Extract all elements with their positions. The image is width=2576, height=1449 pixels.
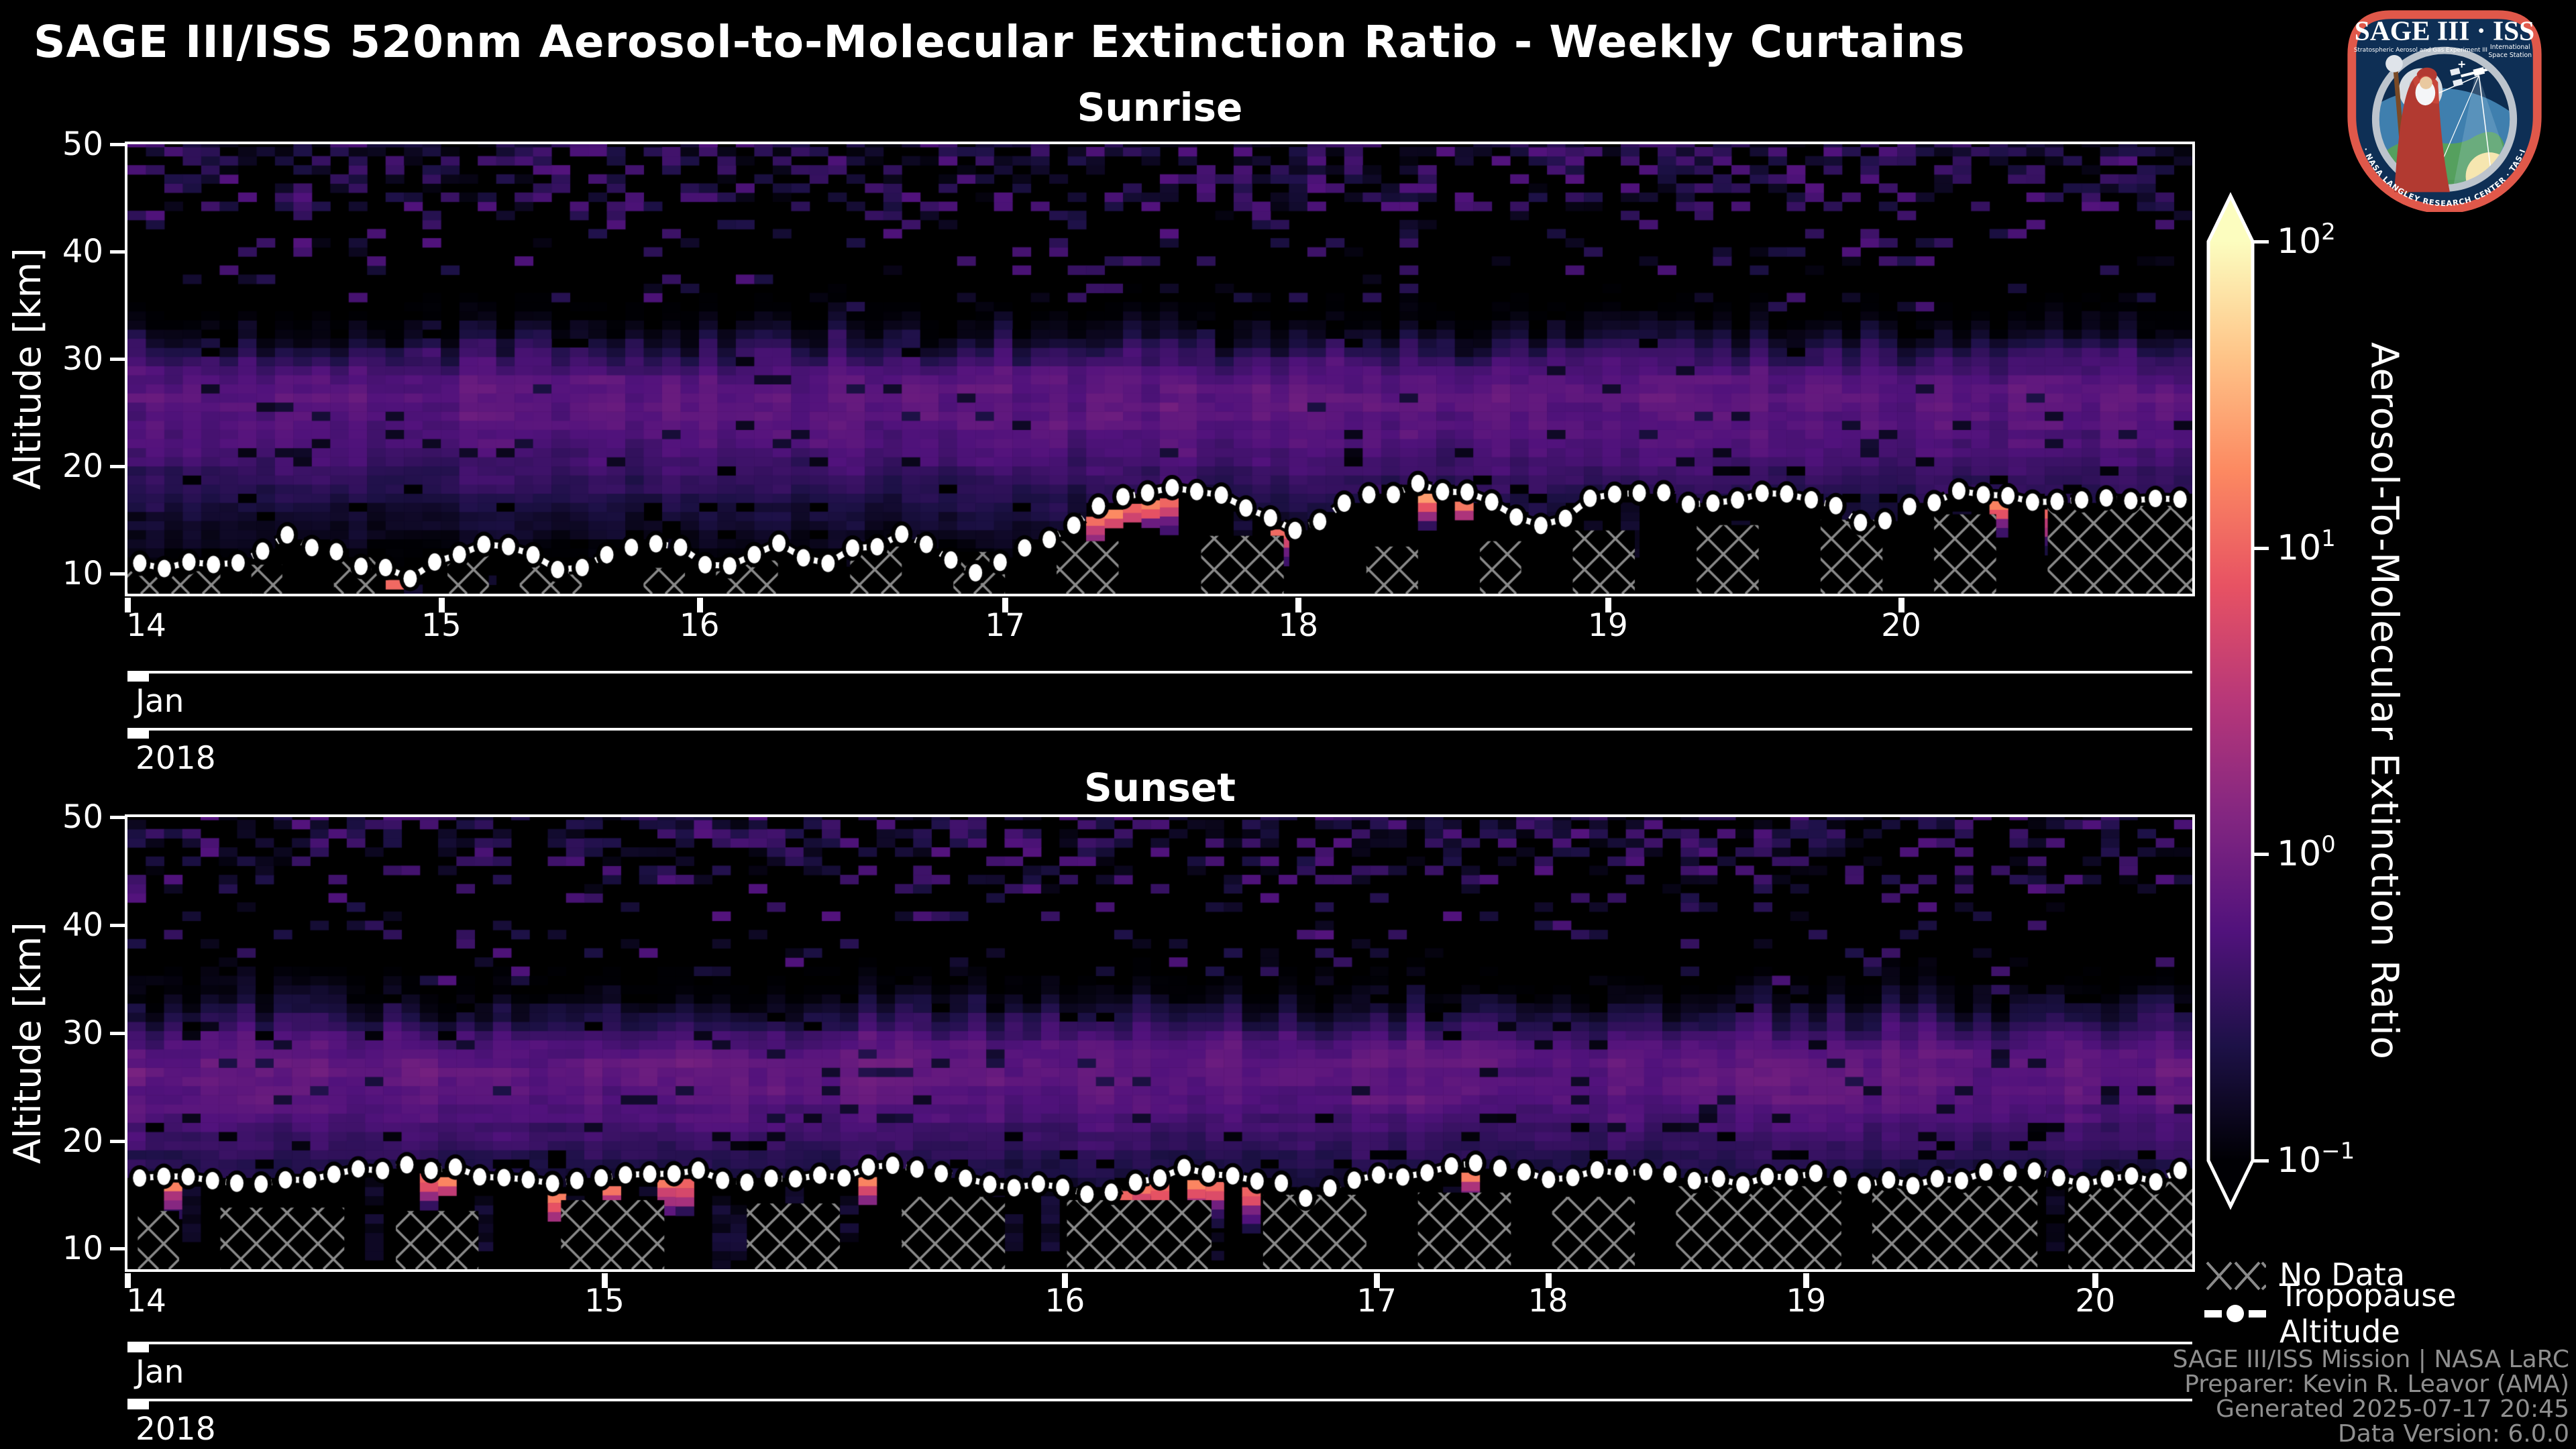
attribution-version: Data Version: 6.0.0 [2338, 1420, 2569, 1448]
y-tick-mark [110, 1139, 125, 1143]
colorbar-gradient-arrow [2206, 192, 2255, 1210]
y-tick-label: 50 [62, 125, 103, 163]
y-tick-label: 10 [62, 554, 103, 592]
y-tick-mark [110, 923, 125, 927]
x-tick-label: 20 [1881, 607, 1921, 644]
attribution-mission: SAGE III/ISS Mission | NASA LaRC [2172, 1346, 2569, 1373]
year-axis-line [127, 728, 2192, 731]
patch-right-subtitle-2: Space Station [2488, 52, 2532, 59]
x-tick-mark [602, 1273, 608, 1288]
no-data-legend-label: No Data [2279, 1256, 2406, 1293]
colorbar-tick-mark [2253, 1159, 2269, 1163]
sunset-heatmap-canvas [127, 817, 2192, 1269]
colorbar-axis-label: Aerosol-To-Molecular Extinction Ratio [2362, 342, 2406, 1060]
month-axis-tick [127, 1344, 149, 1352]
y-tick-label: 20 [62, 1122, 103, 1160]
y-tick-label: 30 [62, 339, 103, 378]
year-axis-line [127, 1399, 2192, 1401]
x-tick-label: 17 [1356, 1283, 1397, 1320]
colorbar-tick-label: 101 [2277, 525, 2336, 568]
ray-to-earth [2437, 75, 2479, 172]
y-tick-mark [110, 143, 125, 146]
colorbar-tick-mark [2253, 853, 2269, 857]
sunrise-heatmap-canvas [127, 144, 2192, 594]
y-tick-label: 20 [62, 447, 103, 485]
colorbar-tick-label: 10−1 [2277, 1138, 2355, 1181]
x-tick-label: 18 [1278, 607, 1319, 644]
y-tick-label: 30 [62, 1014, 103, 1052]
y-tick-mark [110, 464, 125, 468]
x-tick-label: 16 [679, 607, 720, 644]
patch-right-subtitle-1: International [2490, 44, 2530, 51]
x-tick-mark [438, 598, 445, 612]
x-tick-mark [1295, 598, 1302, 612]
x-tick-mark [696, 598, 703, 612]
attribution-preparer: Preparer: Kevin R. Leavor (AMA) [2184, 1371, 2569, 1398]
month-axis-line [127, 1342, 2192, 1344]
year-axis-label: 2018 [136, 740, 216, 777]
x-tick-mark [1605, 598, 1611, 612]
sunset-panel-title: Sunset [1084, 765, 1236, 810]
ray-to-sun [2478, 75, 2491, 171]
colorbar-tick-mark [2253, 546, 2269, 550]
attribution-block: SAGE III/ISS Mission | NASA LaRC Prepare… [2173, 1347, 2569, 1446]
y-tick-label: 40 [62, 232, 103, 270]
x-tick-label: 19 [1786, 1283, 1827, 1320]
x-tick-label: 15 [421, 607, 462, 644]
year-axis-label: 2018 [136, 1411, 216, 1448]
x-tick-label: 16 [1044, 1283, 1085, 1320]
x-tick-label: 17 [985, 607, 1026, 644]
wizard-figure [2385, 55, 2450, 194]
sunrise-panel-title: Sunrise [1077, 85, 1243, 130]
x-tick-label: 14 [126, 607, 166, 644]
x-tick-mark [1062, 1273, 1069, 1288]
month-axis-label: Jan [136, 1354, 184, 1391]
y-tick-mark [110, 816, 125, 819]
colorbar [2206, 192, 2255, 1210]
y-tick-mark [110, 1031, 125, 1035]
x-tick-label: 14 [126, 1283, 166, 1320]
attribution-generated: Generated 2025-07-17 20:45 [2216, 1395, 2569, 1423]
page-title: SAGE III/ISS 520nm Aerosol-to-Molecular … [34, 16, 1966, 68]
y-tick-mark [110, 250, 125, 254]
x-tick-label: 15 [584, 1283, 625, 1320]
x-tick-mark [1803, 1273, 1810, 1288]
colorbar-tick-label: 100 [2277, 831, 2336, 875]
patch-left-subtitle: Stratospheric Aerosol and Gas Experiment… [2354, 47, 2487, 54]
y-tick-label: 10 [62, 1230, 103, 1268]
year-axis-tick [127, 731, 149, 739]
y-tick-mark [110, 357, 125, 361]
patch-mission-name: SAGE III · ISS [2355, 15, 2534, 46]
x-tick-mark [1002, 598, 1009, 612]
month-axis-line [127, 671, 2192, 674]
x-tick-mark [1374, 1273, 1381, 1288]
tropopause-legend-label: Tropopause Altitude [2279, 1277, 2457, 1350]
x-tick-label: 20 [2075, 1283, 2116, 1320]
no-data-swatch [2204, 1257, 2266, 1292]
tropopause-swatch [2204, 1305, 2266, 1322]
x-tick-mark [1545, 1273, 1552, 1288]
x-tick-mark [125, 1273, 131, 1288]
mission-patch-logo: SAGE III · ISS Stratospheric Aerosol and… [2339, 5, 2542, 212]
x-tick-label: 18 [1527, 1283, 1568, 1320]
month-axis-label: Jan [136, 683, 184, 720]
month-axis-tick [127, 674, 149, 682]
x-tick-label: 19 [1588, 607, 1628, 644]
year-axis-tick [127, 1401, 149, 1409]
y-tick-label: 40 [62, 906, 103, 944]
x-tick-mark [1898, 598, 1904, 612]
x-tick-mark [125, 598, 131, 612]
y-tick-mark [110, 572, 125, 576]
y-tick-mark [110, 1247, 125, 1251]
x-tick-mark [2092, 1273, 2099, 1288]
colorbar-tick-label: 102 [2277, 219, 2336, 262]
y-tick-label: 50 [62, 798, 103, 836]
colorbar-tick-mark [2253, 240, 2269, 244]
